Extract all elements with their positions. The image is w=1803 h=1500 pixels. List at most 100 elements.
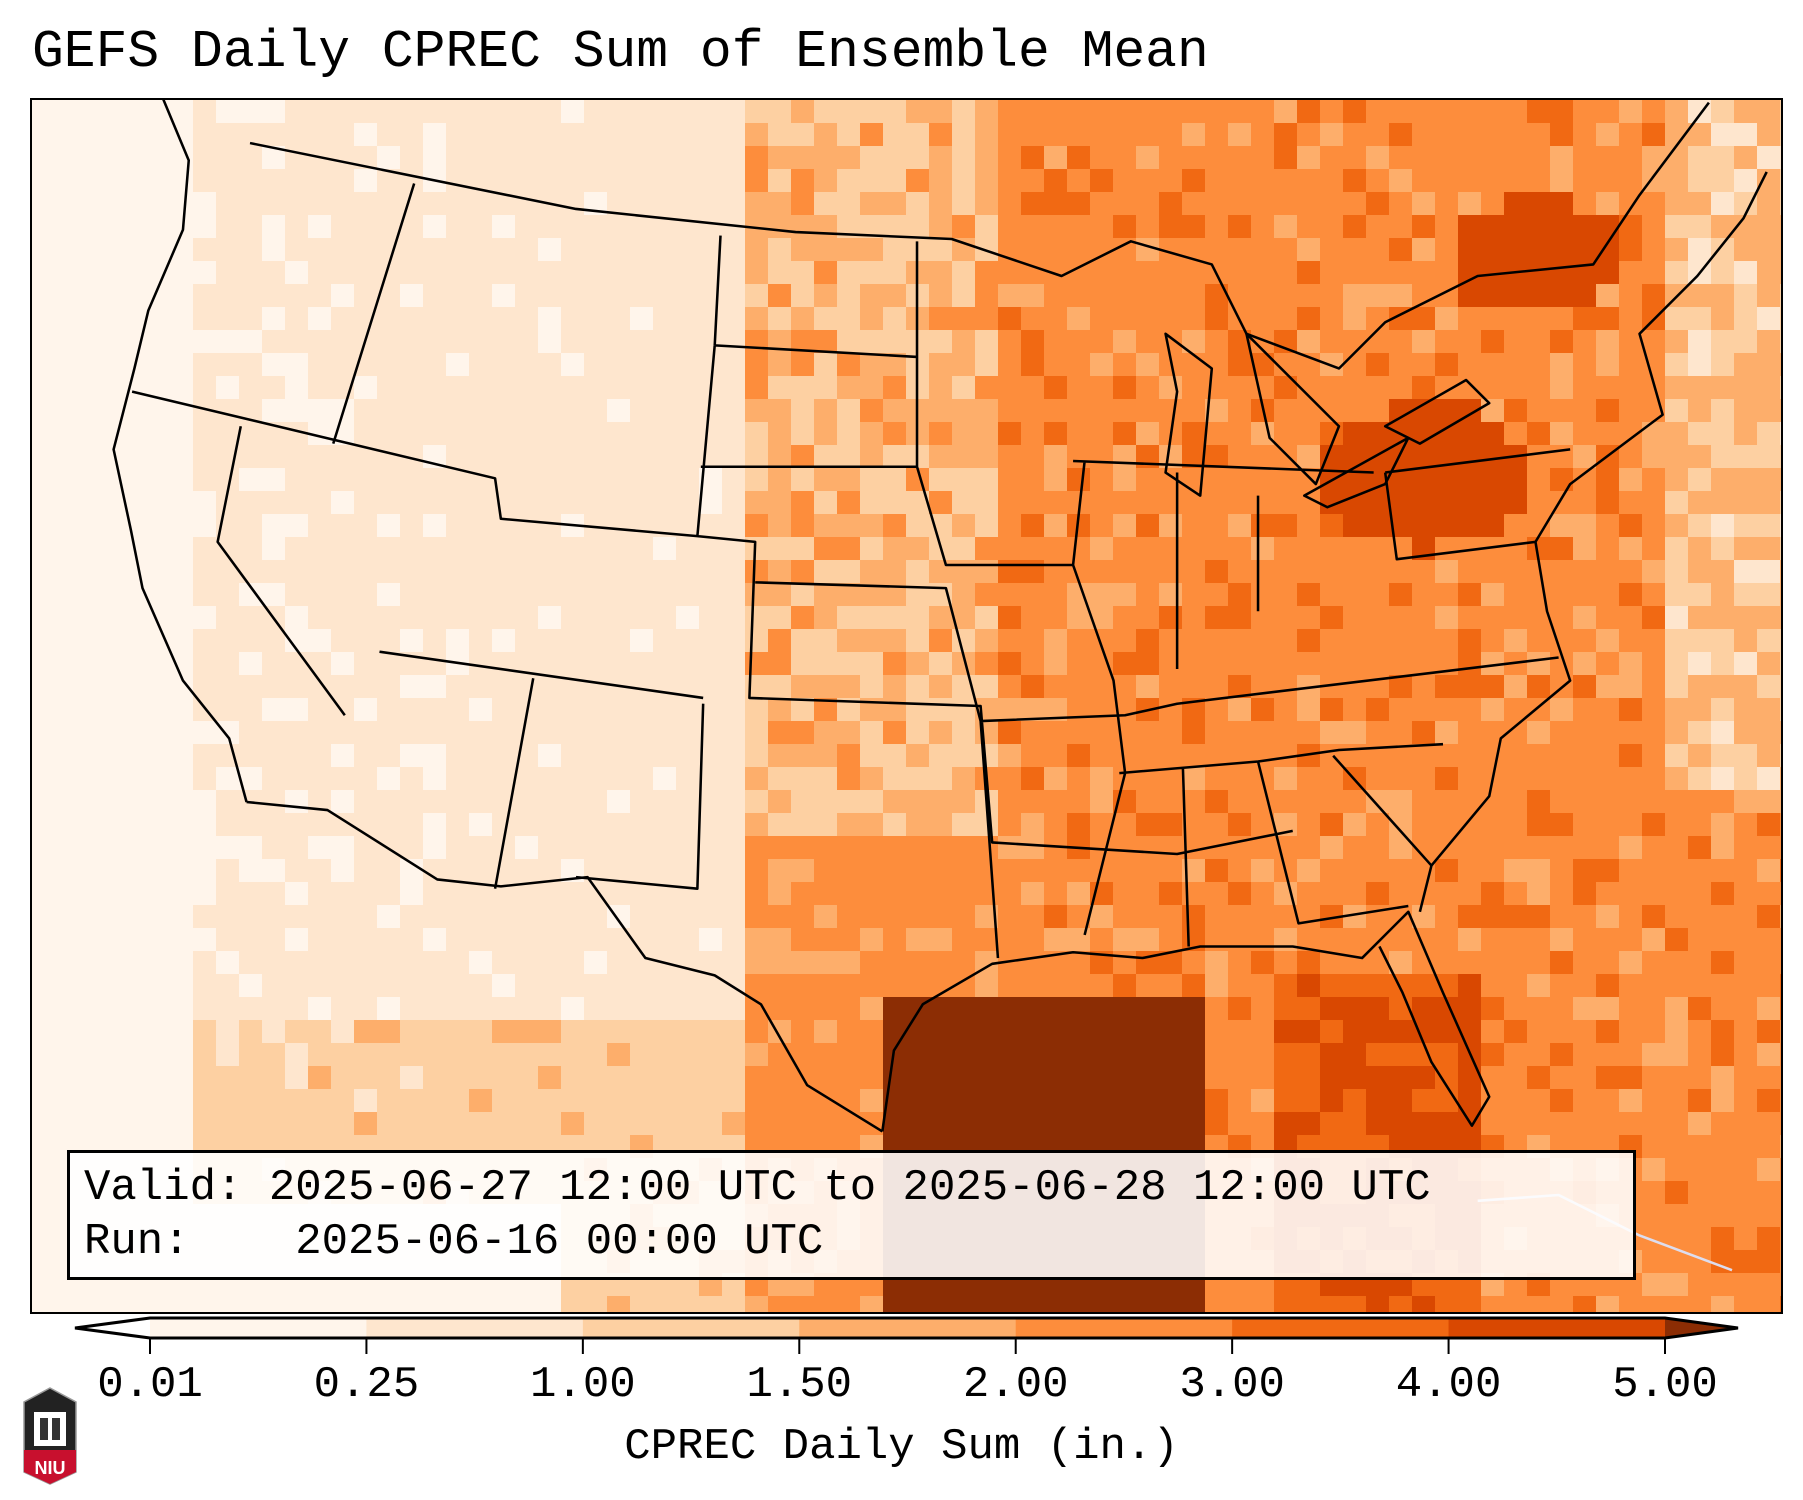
precip-cell	[331, 307, 355, 331]
valid-label: Valid:	[84, 1163, 243, 1213]
precip-cell	[538, 330, 562, 354]
precip-cell	[400, 330, 424, 354]
precip-cell	[745, 261, 769, 285]
precip-cell	[1090, 192, 1114, 216]
precip-cell	[1435, 100, 1459, 124]
precip-cell	[837, 123, 861, 147]
precip-cell	[78, 238, 102, 262]
colorbar-tick-label: 0.25	[313, 1360, 420, 1410]
precip-cell	[561, 284, 585, 308]
precip-cell	[1274, 169, 1298, 193]
precip-cell	[1596, 353, 1620, 377]
precip-cell	[1711, 284, 1735, 308]
precip-cell	[1527, 169, 1551, 193]
precip-cell	[1688, 284, 1712, 308]
precip-cell	[1504, 284, 1528, 308]
precip-cell	[1665, 215, 1689, 239]
precip-cell	[1550, 284, 1574, 308]
precip-cell	[492, 261, 516, 285]
precip-cell	[538, 238, 562, 262]
precip-cell	[469, 353, 493, 377]
precip-cell	[538, 215, 562, 239]
precip-cell	[308, 261, 332, 285]
precip-cell	[1412, 100, 1436, 124]
precip-cell	[308, 330, 332, 354]
precip-cell	[1665, 169, 1689, 193]
precip-cell	[239, 353, 263, 377]
precip-cell	[124, 146, 148, 170]
precip-cell	[331, 100, 355, 124]
precip-cell	[78, 353, 102, 377]
precip-cell	[193, 123, 217, 147]
precip-cell	[492, 215, 516, 239]
precip-cell	[1481, 353, 1505, 377]
precip-cell	[1734, 146, 1758, 170]
precip-cell	[193, 307, 217, 331]
precip-cell	[860, 123, 884, 147]
precip-cell	[1527, 100, 1551, 124]
precip-cell	[1481, 169, 1505, 193]
precip-cell	[607, 215, 631, 239]
precip-cell	[1435, 215, 1459, 239]
precip-cell	[170, 353, 194, 377]
precip-cell	[1711, 261, 1735, 285]
precip-cell	[1320, 100, 1344, 124]
precip-cell	[1044, 169, 1068, 193]
precip-cell	[1481, 238, 1505, 262]
precip-cell	[1113, 146, 1137, 170]
precip-cell	[1688, 169, 1712, 193]
precip-cell	[722, 100, 746, 124]
precip-cell	[906, 123, 930, 147]
precip-cell	[607, 330, 631, 354]
precip-cell	[1527, 215, 1551, 239]
precip-cell	[975, 192, 999, 216]
precip-cell	[952, 284, 976, 308]
precip-cell	[1044, 146, 1068, 170]
precip-cell	[745, 100, 769, 124]
precip-cell	[1205, 100, 1229, 124]
precip-cell	[1021, 330, 1045, 354]
precip-cell	[1711, 192, 1735, 216]
precip-cell	[1343, 100, 1367, 124]
precip-cell	[929, 100, 953, 124]
precip-cell	[124, 100, 148, 124]
precip-cell	[860, 192, 884, 216]
precip-cell	[515, 100, 539, 124]
precip-cell	[998, 307, 1022, 331]
precip-cell	[377, 307, 401, 331]
precip-cell	[216, 146, 240, 170]
precip-cell	[469, 330, 493, 354]
precip-cell	[147, 215, 171, 239]
precip-cell	[1228, 192, 1252, 216]
precip-cell	[1205, 307, 1229, 331]
precip-cell	[1343, 353, 1367, 377]
precip-cell	[1251, 215, 1275, 239]
colorbar-segment	[150, 1318, 367, 1338]
precip-cell	[1021, 146, 1045, 170]
precip-cell	[1044, 307, 1068, 331]
precip-cell	[1067, 146, 1091, 170]
precip-cell	[1251, 307, 1275, 331]
precip-cell	[814, 353, 838, 377]
precip-cell	[1757, 215, 1781, 239]
precip-cell	[1343, 238, 1367, 262]
precip-cell	[1573, 307, 1597, 331]
precip-cell	[1504, 238, 1528, 262]
precip-cell	[1619, 307, 1643, 331]
precip-cell	[1780, 330, 1781, 354]
precip-cell	[1688, 238, 1712, 262]
precip-cell	[1711, 169, 1735, 193]
precip-cell	[1780, 238, 1781, 262]
precip-cell	[423, 307, 447, 331]
precip-cell	[791, 192, 815, 216]
precip-cell	[1320, 123, 1344, 147]
precip-cell	[101, 238, 125, 262]
precip-cell	[1596, 307, 1620, 331]
precip-cell	[1688, 353, 1712, 377]
precip-cell	[998, 100, 1022, 124]
precip-cell	[124, 192, 148, 216]
precip-cell	[78, 307, 102, 331]
us-coastline-west	[112, 100, 248, 803]
precip-cell	[768, 307, 792, 331]
precip-cell	[584, 307, 608, 331]
